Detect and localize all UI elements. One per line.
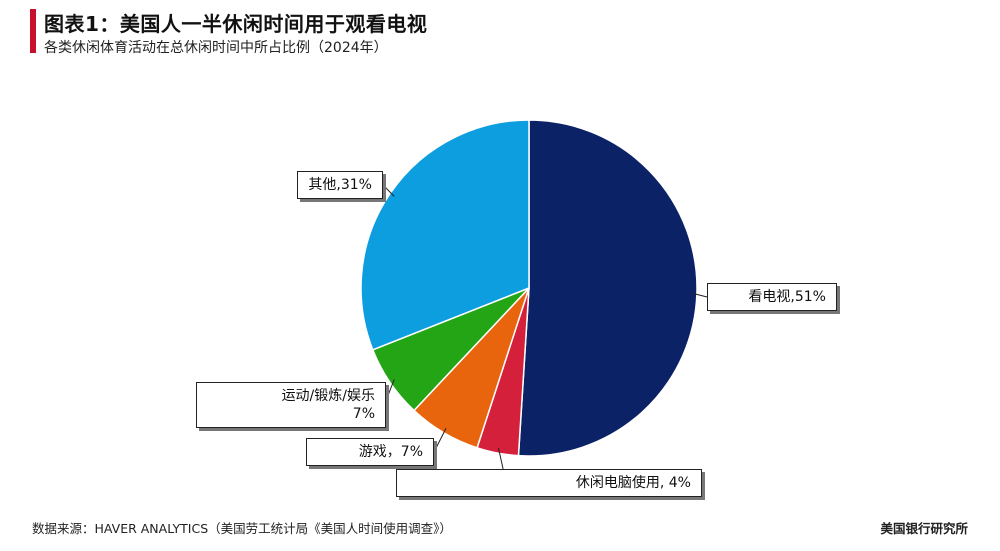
leader-line-computer — [497, 447, 504, 470]
pie-slice-other — [360, 119, 530, 351]
pie-slice-tv — [517, 119, 698, 457]
chart-subtitle: 各类休闲体育活动在总休闲时间中所占比例（2024年） — [44, 40, 388, 56]
leader-line-other — [382, 184, 395, 197]
callout-computer: 休闲电脑使用, 4% — [396, 469, 702, 498]
slice-label-other: 其他,31% — [308, 177, 372, 193]
chart-title: 图表1：美国人一半休闲时间用于观看电视 — [44, 12, 428, 36]
slice-label-sports: 运动/锻炼/娱乐 — [281, 388, 375, 404]
brand-name: 美国银行研究所 — [880, 521, 968, 536]
leader-line-tv — [691, 292, 708, 298]
title-accent-bar — [30, 9, 36, 53]
slice-label-games: 游戏，7% — [358, 444, 423, 460]
slice-label-sports-percent: 7% — [352, 406, 375, 423]
callout-games: 游戏，7% — [306, 438, 434, 467]
callout-tv: 看电视,51% — [707, 283, 837, 312]
callout-other: 其他,31% — [297, 171, 383, 200]
leader-line-sports — [385, 379, 395, 401]
callout-sports: 运动/锻炼/娱乐 7% — [196, 382, 386, 429]
leader-line-games — [433, 428, 447, 453]
slice-label-tv: 看电视,51% — [748, 289, 826, 305]
data-source: 数据来源：HAVER ANALYTICS（美国劳工统计局《美国人时间使用调查》） — [32, 521, 452, 536]
slice-label-computer: 休闲电脑使用, 4% — [575, 475, 691, 491]
